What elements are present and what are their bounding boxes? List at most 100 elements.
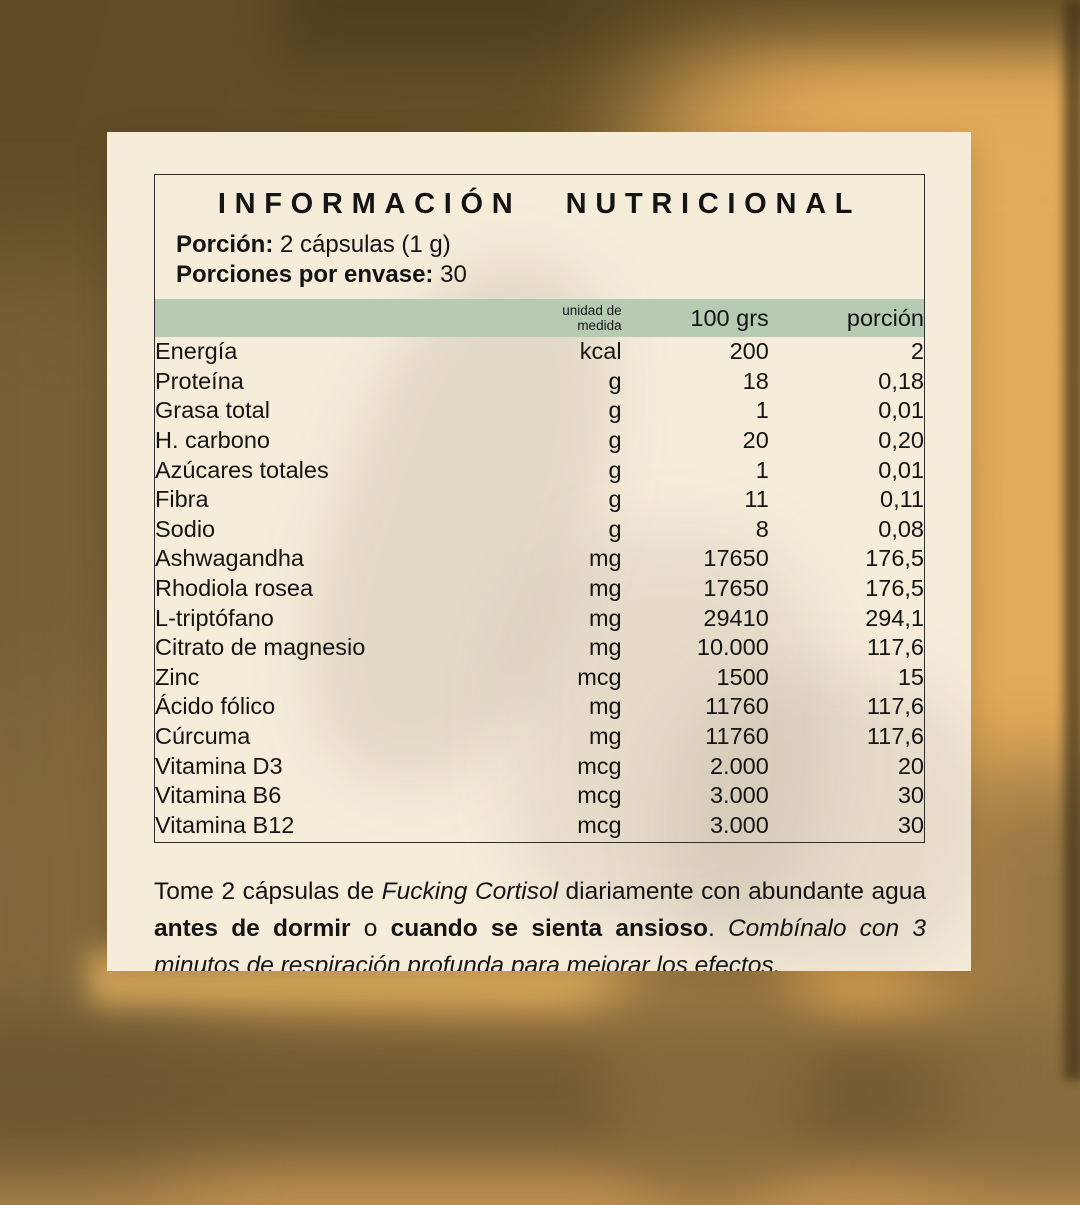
directions-segment: antes de dormir — [154, 914, 351, 942]
directions-segment: . — [707, 914, 728, 942]
table-row: Rhodiola rosea mg 17650 176,5 — [155, 574, 924, 604]
table-row: Proteína g 18 0,18 — [155, 367, 924, 397]
directions-segment: diariamente con abundante agua — [558, 877, 926, 905]
table-cell-name: Citrato de magnesio — [155, 634, 366, 661]
table-cell-per100: 11 — [744, 486, 769, 513]
table-row: Zinc mcg 1500 15 — [155, 663, 924, 693]
nutrition-table: unidad de medida 100 grs porción Energía… — [155, 299, 924, 840]
background-shadow-rightedge — [1064, 0, 1080, 1080]
table-cell-unit: mg — [588, 693, 622, 720]
table-cell-unit: mg — [588, 634, 622, 661]
table-cell-unit: mcg — [577, 663, 622, 690]
table-cell-unit: g — [608, 515, 622, 542]
header-per100: 100 grs — [690, 304, 769, 331]
header-row: unidad de medida 100 grs porción — [155, 299, 924, 337]
table-cell-per100: 3.000 — [709, 782, 769, 809]
table-cell-per100: 3.000 — [709, 811, 769, 838]
table-cell-unit: g — [608, 367, 622, 394]
table-cell-per100: 10.000 — [696, 634, 769, 661]
directions-segment: Tome 2 cápsulas de — [154, 877, 382, 905]
header-empty — [155, 299, 475, 337]
servings-per-container-label: Porciones por envase: — [176, 260, 434, 288]
serving-size-label: Porción: — [176, 231, 274, 258]
panel-title: INFORMACIÓN NUTRICIONAL — [217, 188, 862, 220]
serving-size-value: 2 cápsulas (1 g) — [273, 231, 451, 258]
serving-size-line: Porción: 2 cápsulas (1 g) — [176, 230, 924, 260]
table-cell-unit: mcg — [577, 811, 622, 838]
header-unit-label: unidad de medida — [562, 303, 622, 333]
table-cell-per100: 17650 — [703, 545, 769, 572]
nutrition-rows: Energía kcal 200 2 Proteína g 18 0,18 Grasa tota… — [155, 337, 924, 840]
table-cell-per100: 18 — [742, 367, 769, 394]
table-cell-portion: 2 — [910, 338, 924, 365]
background-shadow-bottom — [0, 1015, 1080, 1165]
table-row: Grasa total g 1 0,01 — [155, 396, 924, 426]
table-cell-name: Vitamina B6 — [155, 782, 282, 809]
table-cell-name: Sodio — [155, 515, 216, 542]
table-cell-per100: 17650 — [703, 575, 769, 602]
table-cell-per100: 1 — [755, 456, 769, 483]
table-cell-portion: 30 — [897, 811, 924, 838]
table-cell-unit: g — [608, 456, 622, 483]
table-cell-per100: 1500 — [716, 663, 769, 690]
nutrition-card: INFORMACIÓN NUTRICIONAL Porción: 2 cápsu… — [107, 132, 971, 971]
table-row: Ácido fólico mg 11760 117,6 — [155, 692, 924, 722]
table-row: Vitamina B12 mcg 3.000 30 — [155, 811, 924, 841]
table-cell-unit: mcg — [577, 752, 622, 779]
table-cell-per100: 20 — [742, 427, 769, 454]
directions-segment: cuando se sienta ansioso — [390, 914, 708, 942]
table-cell-name: Rhodiola rosea — [155, 575, 314, 602]
table-cell-unit: kcal — [579, 338, 622, 365]
table-cell-portion: 0,18 — [878, 367, 924, 394]
directions-segment: Combínalo con 3 minutos de respiración p… — [154, 914, 926, 972]
header-unit: unidad de medida — [475, 299, 621, 337]
table-cell-unit: mg — [588, 604, 622, 631]
directions-text: Tome 2 cápsulas de Fucking Cortisol diar… — [154, 873, 926, 972]
table-row: Vitamina D3 mcg 2.000 20 — [155, 751, 924, 781]
table-cell-portion: 20 — [897, 752, 924, 779]
header-portion: porción — [846, 304, 924, 331]
table-cell-name: Zinc — [155, 663, 200, 690]
table-row: Sodio g 8 0,08 — [155, 515, 924, 545]
table-row: Azúcares totales g 1 0,01 — [155, 455, 924, 485]
table-cell-portion: 117,6 — [866, 723, 924, 750]
table-cell-name: Vitamina B12 — [155, 811, 295, 838]
table-cell-portion: 176,5 — [865, 575, 924, 602]
table-cell-unit: g — [608, 486, 622, 513]
table-cell-unit: mcg — [577, 782, 622, 809]
nutrition-panel: INFORMACIÓN NUTRICIONAL Porción: 2 cápsu… — [154, 174, 925, 843]
table-cell-per100: 2.000 — [709, 752, 769, 779]
table-cell-portion: 117,6 — [866, 693, 924, 720]
table-cell-portion: 0,01 — [878, 456, 924, 483]
table-row: Energía kcal 200 2 — [155, 337, 924, 367]
table-cell-unit: g — [608, 427, 622, 454]
table-cell-per100: 11760 — [705, 693, 769, 720]
table-cell-portion: 0,08 — [878, 515, 924, 542]
table-cell-portion: 30 — [897, 782, 924, 809]
table-cell-per100: 1 — [755, 397, 769, 424]
directions-segment: o — [350, 914, 391, 942]
table-cell-portion: 117,6 — [866, 634, 924, 661]
table-cell-name: Fibra — [155, 486, 209, 513]
table-row: Cúrcuma mg 11760 117,6 — [155, 722, 924, 752]
table-cell-name: Ácido fólico — [155, 693, 276, 720]
table-cell-name: H. carbono — [155, 427, 270, 454]
table-row: L-triptófano mg 29410 294,1 — [155, 603, 924, 633]
table-row: Vitamina B6 mcg 3.000 30 — [155, 781, 924, 811]
background-shadow-topband — [280, 0, 1080, 60]
table-cell-name: Vitamina D3 — [155, 752, 283, 779]
table-cell-per100: 11760 — [705, 723, 769, 750]
table-row: H. carbono g 20 0,20 — [155, 426, 924, 456]
table-cell-name: Azúcares totales — [155, 456, 329, 483]
table-cell-portion: 294,1 — [865, 604, 924, 631]
table-row: Fibra g 11 0,11 — [155, 485, 924, 515]
table-cell-unit: mg — [588, 545, 622, 572]
table-cell-portion: 0,01 — [878, 397, 924, 424]
table-cell-name: L-triptófano — [155, 604, 274, 631]
table-cell-name: Energía — [155, 338, 238, 365]
table-cell-name: Proteína — [155, 367, 244, 394]
table-header: unidad de medida 100 grs porción — [155, 299, 924, 337]
table-cell-name: Cúrcuma — [155, 723, 251, 750]
table-cell-per100: 8 — [755, 515, 769, 542]
table-cell-unit: g — [608, 397, 622, 424]
